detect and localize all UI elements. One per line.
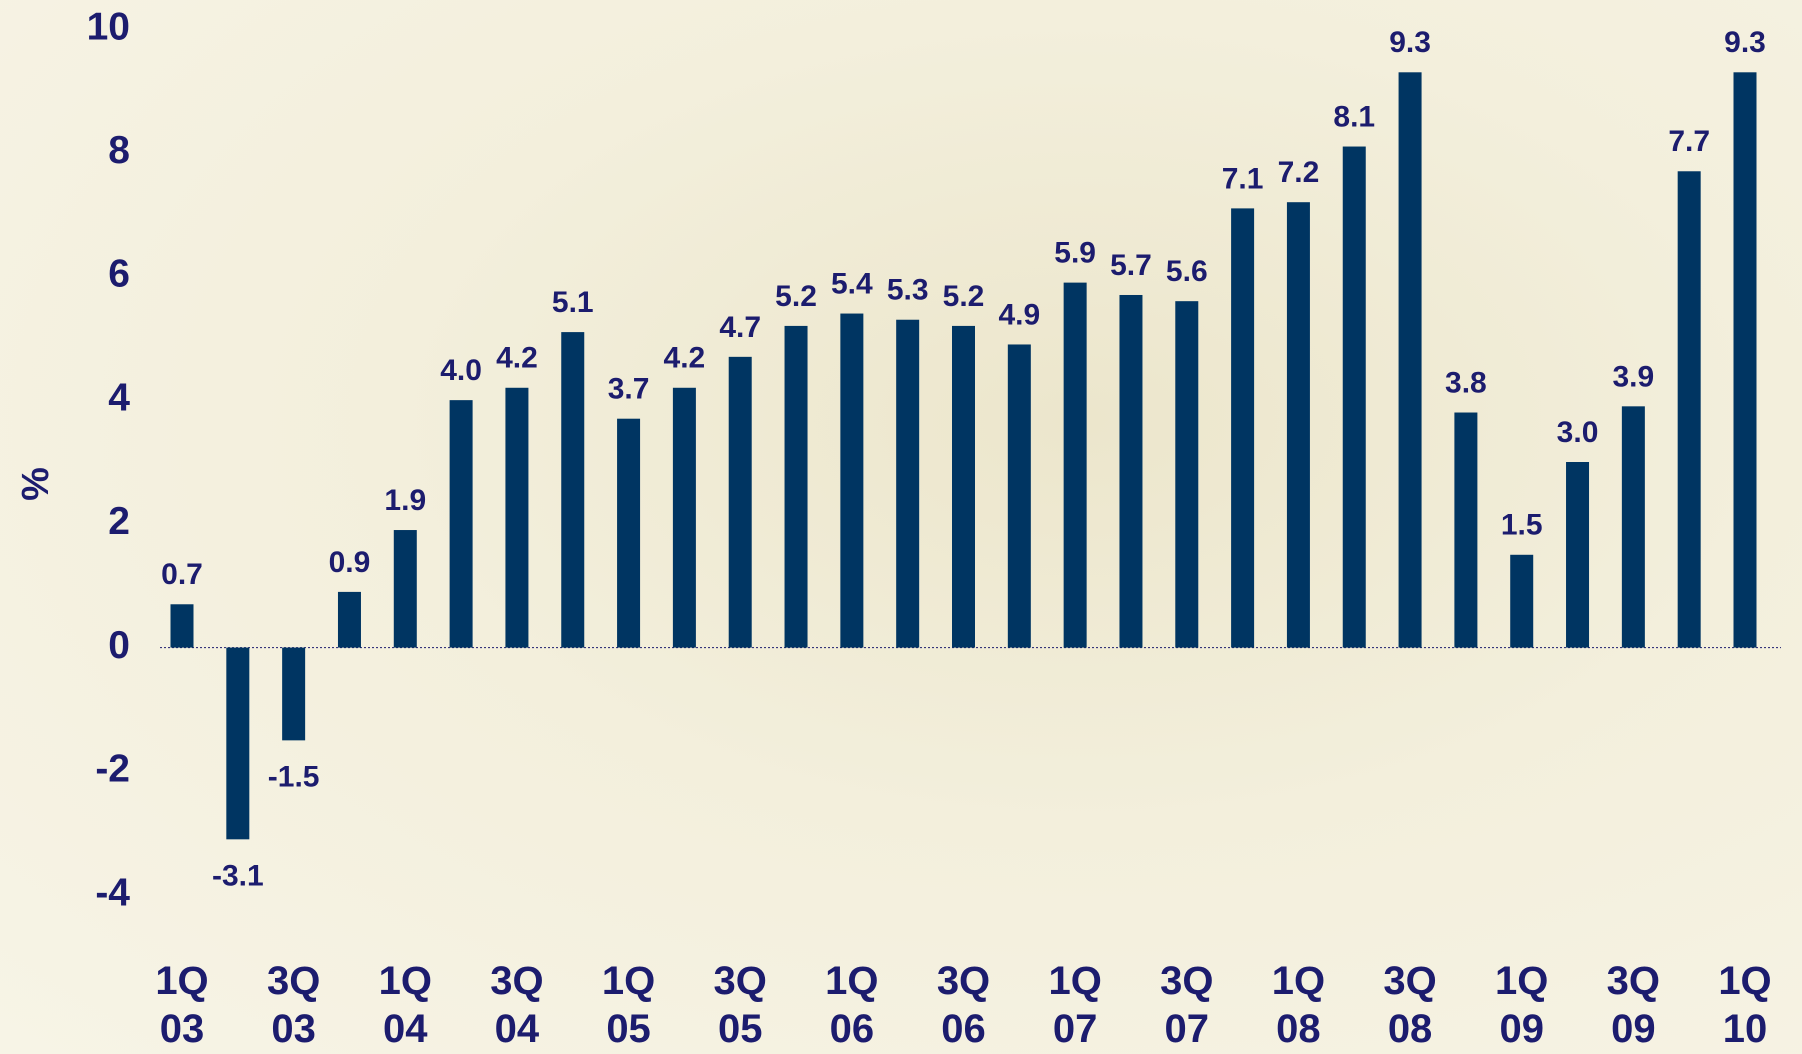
y-tick-label: 6 bbox=[108, 253, 130, 296]
value-label: 4.2 bbox=[664, 342, 706, 375]
value-label: 4.9 bbox=[998, 298, 1040, 331]
bar bbox=[1342, 146, 1366, 648]
x-tick-label: 1Q 06 bbox=[825, 959, 879, 1051]
value-label: 7.1 bbox=[1222, 162, 1264, 195]
value-label: 5.1 bbox=[552, 286, 594, 319]
bar bbox=[840, 313, 864, 648]
value-label: 0.9 bbox=[329, 546, 371, 579]
y-tick-label: 8 bbox=[108, 129, 130, 172]
x-tick-label: 1Q 05 bbox=[601, 959, 656, 1051]
value-label: 9.3 bbox=[1389, 26, 1431, 59]
bar bbox=[1733, 72, 1757, 648]
value-label: 7.7 bbox=[1668, 125, 1710, 158]
bar bbox=[1398, 72, 1422, 648]
x-tick-label: 3Q 03 bbox=[266, 959, 321, 1051]
x-tick-label: 3Q 04 bbox=[490, 959, 544, 1051]
value-label: 5.4 bbox=[831, 267, 873, 300]
value-label: 5.2 bbox=[775, 280, 817, 313]
bar bbox=[170, 604, 194, 648]
bar bbox=[1454, 412, 1478, 648]
y-tick-label: -4 bbox=[95, 871, 130, 914]
y-tick-label: 2 bbox=[108, 500, 130, 543]
y-tick-label: 10 bbox=[87, 5, 130, 48]
value-label: 3.8 bbox=[1445, 366, 1487, 399]
bar bbox=[1677, 171, 1701, 648]
bar bbox=[449, 400, 473, 648]
value-label: 9.3 bbox=[1724, 26, 1766, 59]
y-axis-label: % bbox=[15, 467, 57, 501]
bar bbox=[1286, 202, 1310, 648]
x-tick-label: 3Q 09 bbox=[1606, 959, 1661, 1051]
value-label: 3.9 bbox=[1612, 360, 1654, 393]
bar bbox=[282, 647, 306, 741]
bar bbox=[393, 530, 417, 648]
value-label: -3.1 bbox=[212, 859, 264, 892]
x-tick-label: 3Q 08 bbox=[1383, 959, 1437, 1051]
x-tick-label: 1Q 04 bbox=[378, 959, 432, 1051]
value-label: 5.9 bbox=[1054, 237, 1096, 270]
bar bbox=[1510, 554, 1534, 648]
bar bbox=[505, 387, 529, 648]
value-label: 5.7 bbox=[1110, 249, 1152, 282]
value-label: 1.5 bbox=[1501, 509, 1543, 542]
bar bbox=[1566, 462, 1590, 648]
bar bbox=[561, 332, 585, 648]
bar bbox=[728, 356, 752, 648]
bar bbox=[1119, 294, 1143, 648]
bar bbox=[952, 325, 975, 648]
x-tick-label: 3Q 06 bbox=[936, 959, 991, 1051]
bar bbox=[1231, 208, 1255, 648]
y-tick-label: 4 bbox=[108, 376, 130, 419]
bar bbox=[896, 319, 920, 648]
value-label: 8.1 bbox=[1333, 100, 1375, 133]
value-label: 4.7 bbox=[719, 311, 761, 344]
value-label: 5.2 bbox=[943, 280, 985, 313]
value-label: 5.6 bbox=[1166, 255, 1208, 288]
bar bbox=[1175, 301, 1199, 648]
value-label: 4.2 bbox=[496, 342, 538, 375]
value-label: 3.7 bbox=[608, 373, 650, 406]
x-tick-label: 1Q 07 bbox=[1048, 959, 1102, 1051]
bar bbox=[617, 418, 641, 648]
value-label: 5.3 bbox=[887, 274, 929, 307]
x-tick-label: 1Q 03 bbox=[155, 959, 209, 1051]
x-tick-label: 1Q 08 bbox=[1271, 959, 1326, 1051]
bar bbox=[337, 591, 361, 648]
value-label: 0.7 bbox=[161, 558, 203, 591]
bar bbox=[784, 325, 808, 648]
value-label: 7.2 bbox=[1278, 156, 1320, 189]
x-tick-label: 3Q 07 bbox=[1160, 959, 1214, 1051]
x-tick-label: 3Q 05 bbox=[713, 959, 767, 1051]
x-tick-label: 1Q 09 bbox=[1495, 959, 1549, 1051]
y-tick-label: 0 bbox=[108, 624, 130, 667]
value-label: -1.5 bbox=[268, 760, 320, 793]
value-label: 3.0 bbox=[1557, 416, 1599, 449]
bar bbox=[1007, 344, 1031, 648]
bar bbox=[226, 647, 250, 840]
value-label: 4.0 bbox=[440, 354, 482, 387]
bar bbox=[1063, 282, 1087, 648]
bar bbox=[1621, 406, 1645, 648]
y-tick-label: -2 bbox=[95, 748, 130, 791]
bar bbox=[672, 387, 696, 648]
value-label: 1.9 bbox=[384, 484, 426, 517]
x-tick-label: 1Q 10 bbox=[1718, 959, 1772, 1051]
